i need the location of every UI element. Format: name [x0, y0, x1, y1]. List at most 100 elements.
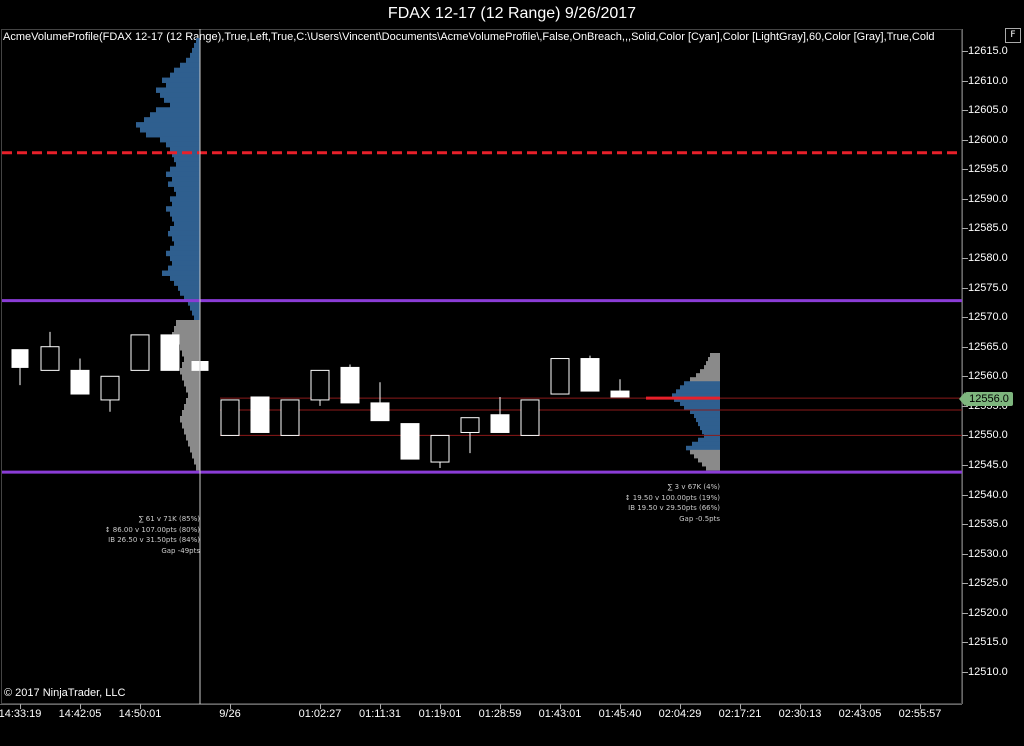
x-tick — [230, 704, 231, 709]
profile-bar — [686, 445, 720, 451]
y-tick — [962, 139, 968, 141]
x-tick — [800, 704, 801, 709]
profile-bar — [196, 38, 200, 44]
candle-body[interactable] — [40, 346, 60, 371]
profile-bar — [704, 433, 720, 439]
candle-body[interactable] — [340, 366, 360, 404]
profile-bar — [188, 440, 200, 447]
profile-bar — [680, 401, 720, 406]
profile-bar — [174, 156, 200, 163]
profile-bar — [192, 47, 200, 54]
float-button[interactable]: F — [1005, 28, 1021, 43]
profile-bar — [162, 77, 200, 84]
candle-body[interactable] — [430, 434, 450, 463]
profile-bar — [192, 310, 200, 316]
profile-bar — [182, 350, 200, 357]
y-tick-label: 12575.0 — [968, 281, 1008, 294]
candle-body[interactable] — [580, 358, 600, 392]
profile-bar — [690, 409, 720, 415]
candle-body[interactable] — [370, 402, 390, 422]
profile-bar — [160, 136, 200, 143]
y-tick-label: 12520.0 — [968, 606, 1008, 619]
profile-bar — [170, 146, 200, 153]
stat-range: ↕ 86.00 v 107.00pts (80%) — [104, 525, 200, 534]
candle-body[interactable] — [610, 390, 630, 398]
copyright-label: © 2017 NinjaTrader, LLC — [4, 687, 126, 699]
profile-bar — [162, 270, 200, 276]
volume-profile-left — [136, 38, 200, 471]
y-tick — [962, 553, 968, 555]
x-axis-line — [0, 704, 962, 705]
profile-bar — [184, 380, 200, 387]
profile-bar — [170, 255, 200, 262]
profile-bar — [180, 344, 200, 351]
y-tick — [962, 435, 968, 437]
candle-body[interactable] — [400, 423, 420, 460]
candle-body[interactable] — [310, 369, 330, 401]
y-tick-label: 12540.0 — [968, 488, 1008, 501]
candle-body[interactable] — [100, 375, 120, 401]
y-tick-label: 12525.0 — [968, 577, 1008, 590]
candle-body[interactable] — [460, 417, 480, 433]
candle-body[interactable] — [70, 369, 90, 395]
profile-bar — [188, 300, 200, 306]
x-tick-label: 01:19:01 — [418, 708, 462, 720]
x-tick — [920, 704, 921, 709]
profile-bar — [708, 357, 720, 362]
candle-body[interactable] — [550, 358, 570, 395]
y-tick — [962, 110, 968, 112]
profile-bar — [696, 417, 720, 423]
y-tick-label: 12560.0 — [968, 370, 1008, 383]
y-tick-label: 12615.0 — [968, 45, 1008, 57]
x-tick-label: 02:04:29 — [658, 708, 702, 720]
profile-bar — [184, 428, 200, 435]
profile-bar — [180, 62, 200, 69]
profile-bar — [150, 112, 200, 118]
profile-bar — [170, 275, 200, 281]
x-tick — [80, 704, 81, 709]
candle-body[interactable] — [490, 414, 510, 433]
candle-body[interactable] — [160, 334, 180, 371]
profile-bar — [710, 353, 720, 358]
profile-bar — [696, 373, 720, 378]
stat-volume: ∑ 3 v 67K (4%) — [667, 483, 720, 491]
profile-bar — [170, 211, 200, 217]
y-tick — [962, 198, 968, 200]
profile-bar — [172, 216, 200, 222]
profile-bar — [168, 181, 200, 187]
y-tick-label: 12515.0 — [968, 636, 1008, 649]
profile-bar — [182, 422, 200, 429]
profile-bar — [156, 107, 200, 113]
y-tick-label: 12590.0 — [968, 192, 1008, 205]
profile-bar — [700, 369, 720, 374]
y-tick-label: 12570.0 — [968, 311, 1008, 324]
profile-bar — [170, 196, 200, 202]
candle-body[interactable] — [250, 396, 270, 433]
candle-body[interactable] — [220, 399, 240, 436]
y-tick — [962, 524, 968, 526]
chart-panel[interactable] — [1, 29, 962, 704]
x-tick-label: 14:42:05 — [58, 708, 102, 720]
profile-bar — [164, 97, 200, 103]
profile-bar — [186, 57, 200, 64]
profile-bar — [172, 235, 200, 242]
stat-ib: IB 19.50 v 29.50pts (66%) — [628, 504, 720, 512]
profile-bar — [168, 230, 200, 237]
profile-bar — [184, 404, 200, 411]
y-tick-label: 12580.0 — [968, 252, 1008, 264]
profile-bar — [700, 425, 720, 431]
profile-bar — [176, 161, 200, 168]
candle-body[interactable] — [280, 399, 300, 436]
profile-bar — [176, 320, 200, 327]
y-axis-line — [962, 29, 963, 704]
candle-body[interactable] — [11, 349, 29, 368]
candle-body[interactable] — [130, 334, 150, 371]
profile-bar — [680, 385, 720, 390]
profile-bar — [186, 434, 200, 441]
profile-bar — [166, 171, 200, 178]
candle-body[interactable] — [520, 399, 540, 436]
profile-bar — [172, 332, 200, 339]
profile-bar — [182, 410, 200, 417]
profile-bar — [156, 87, 200, 93]
